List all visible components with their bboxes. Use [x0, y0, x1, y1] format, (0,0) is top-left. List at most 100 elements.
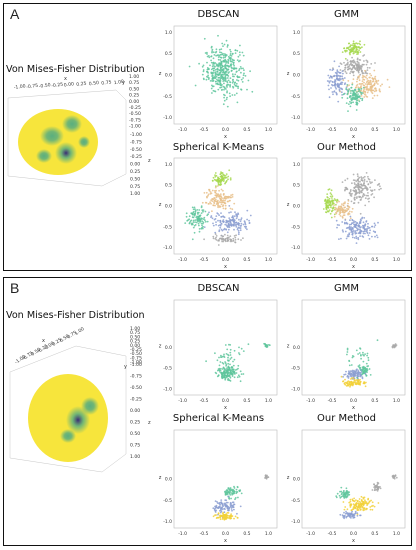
- scatter-point: [217, 244, 220, 246]
- scatter-point: [363, 175, 366, 178]
- scatter-point: [228, 223, 230, 226]
- scatter-point: [346, 92, 349, 95]
- scatter-point: [215, 192, 218, 195]
- sphere-tick-label: 0.50: [88, 80, 99, 87]
- scatter-point: [225, 219, 228, 222]
- scatter-point: [361, 46, 363, 49]
- y-axis-label: z: [159, 71, 162, 77]
- scatter-point: [337, 78, 339, 81]
- scatter-point: [361, 97, 364, 100]
- scatter-point: [336, 69, 339, 72]
- scatter-point: [223, 368, 226, 371]
- scatter-point: [334, 208, 337, 211]
- scatter-point: [340, 490, 343, 493]
- scatter-point: [343, 93, 346, 95]
- scatter-point: [350, 226, 352, 228]
- scatter-point: [375, 81, 378, 84]
- scatter-point: [224, 56, 226, 59]
- scatter-point: [220, 371, 223, 374]
- scatter-point: [345, 512, 348, 514]
- scatter-point: [360, 495, 363, 498]
- scatter-point: [345, 487, 348, 490]
- scatter-point: [235, 225, 238, 228]
- scatter-point: [360, 65, 363, 67]
- scatter-point: [226, 348, 229, 351]
- scatter-point: [201, 220, 204, 223]
- scatter-point: [354, 231, 356, 234]
- sphere-tick-label: 0.25: [51, 337, 63, 348]
- scatter-point: [214, 233, 217, 235]
- scatter-point: [349, 503, 352, 506]
- scatter-point: [212, 51, 215, 54]
- scatter-point: [231, 94, 234, 96]
- scatter-point: [362, 193, 365, 195]
- scatter-point: [219, 84, 222, 87]
- scatter-point: [374, 179, 376, 181]
- x-tick-label: -1.0: [178, 398, 187, 404]
- scatter-point: [237, 238, 240, 241]
- scatter-point: [327, 210, 329, 213]
- scatter-point: [192, 211, 194, 214]
- scatter-point: [394, 344, 397, 347]
- scatter-point: [339, 215, 342, 217]
- scatter-point: [355, 242, 358, 244]
- scatter-point: [356, 83, 359, 86]
- scatter-point: [376, 481, 379, 484]
- scatter-point: [213, 197, 216, 200]
- scatter-point: [240, 71, 242, 74]
- scatter-point: [220, 354, 222, 357]
- scatter-point: [331, 91, 334, 93]
- x-tick-label: 0.5: [243, 398, 250, 404]
- scatter-point: [352, 173, 355, 176]
- scatter-point: [202, 69, 205, 71]
- scatter-point: [347, 234, 349, 236]
- scatter-point: [222, 197, 224, 200]
- scatter-point: [226, 489, 229, 491]
- sphere-tick-label: -0.50: [130, 147, 142, 153]
- scatter-point: [235, 67, 237, 70]
- y-tick-label: 0.5: [165, 51, 172, 57]
- scatter-point: [375, 89, 378, 92]
- gmm-scatter-plot: -1.0 -0.5 0.0 0.5 1.00.0-0.5-1.0xz: [287, 299, 406, 411]
- scatter-point: [202, 209, 205, 211]
- x-tick-label: -1.0: [178, 257, 187, 263]
- scatter-point: [353, 98, 356, 101]
- scatter-point: [341, 96, 344, 99]
- scatter-point: [348, 364, 351, 367]
- scatter-point: [374, 487, 376, 490]
- scatter-point: [346, 59, 349, 61]
- scatter-point: [342, 490, 345, 492]
- y-axis-label: z: [159, 344, 162, 350]
- scatter-point: [342, 230, 344, 233]
- scatter-point: [202, 70, 205, 73]
- scatter-point: [362, 230, 365, 233]
- sphere-tick-label: 0.00: [130, 162, 140, 168]
- scatter-point: [342, 494, 345, 496]
- scatter-point: [203, 216, 206, 219]
- scatter-point: [356, 99, 359, 101]
- scatter-point: [214, 204, 216, 207]
- scatter-point: [366, 502, 368, 505]
- scatter-point: [342, 79, 345, 81]
- scatter-point: [217, 179, 220, 182]
- scatter-point: [188, 221, 191, 224]
- scatter-point: [339, 87, 342, 90]
- scatter-point: [238, 68, 241, 70]
- scatter-point: [226, 74, 228, 76]
- scatter-point: [351, 67, 354, 70]
- scatter-point: [343, 83, 346, 86]
- scatter-point: [238, 69, 240, 72]
- scatter-point: [232, 86, 235, 89]
- scatter-point: [376, 488, 379, 491]
- scatter-point: [223, 174, 225, 177]
- scatter-point: [356, 227, 358, 230]
- x-tick-label: 0.0: [350, 531, 357, 537]
- scatter-point: [361, 366, 364, 369]
- scatter-point: [347, 200, 350, 202]
- scatter-point: [366, 352, 369, 355]
- scatter-point: [226, 493, 229, 496]
- scatter-point: [344, 373, 347, 376]
- scatter-point: [351, 234, 354, 236]
- x-tick-label: 1.0: [265, 398, 272, 404]
- scatter-point: [338, 200, 340, 203]
